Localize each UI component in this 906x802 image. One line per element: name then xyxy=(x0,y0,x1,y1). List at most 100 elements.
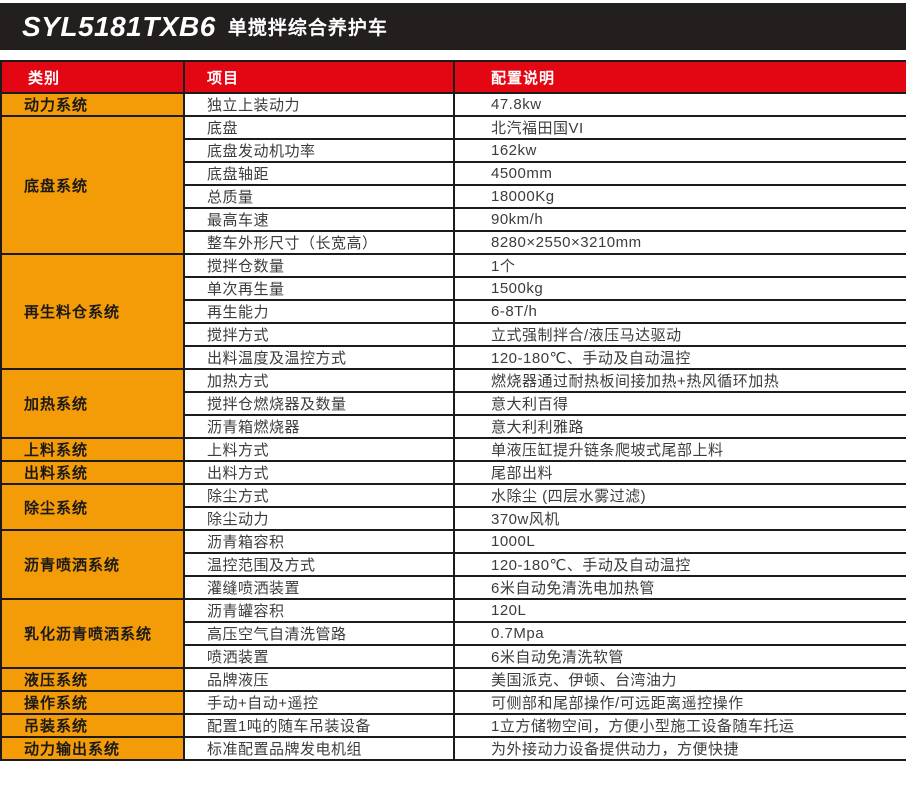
category-cell: 沥青喷洒系统 xyxy=(0,529,185,600)
table-row: 整车外形尺寸（长宽高） 8280×2550×3210mm xyxy=(1,230,906,255)
item-cell: 底盘轴距 xyxy=(183,161,455,186)
category-cell: 除尘系统 xyxy=(0,483,185,531)
table-row: 喷洒装置 6米自动免清洗软管 xyxy=(1,644,906,669)
item-cell: 沥青箱燃烧器 xyxy=(183,414,455,439)
category-cell: 出料系统 xyxy=(0,460,185,485)
spec-value-cell: 6-8T/h xyxy=(453,299,906,324)
item-cell: 加热方式 xyxy=(183,368,455,393)
table-row: 液压系统 品牌液压 美国派克、伊顿、台湾油力 xyxy=(0,667,906,692)
spec-value-cell: 162kw xyxy=(453,138,906,163)
spec-value-cell: 1000L xyxy=(453,529,906,554)
spec-value-cell: 1500kg xyxy=(453,276,906,301)
spec-value-cell: 6米自动免清洗软管 xyxy=(453,644,906,669)
table-row: 底盘系统 底盘 北汽福田国VI xyxy=(0,115,906,255)
table-row: 乳化沥青喷洒系统 沥青罐容积 120L xyxy=(0,598,906,669)
item-cell: 温控范围及方式 xyxy=(183,552,455,577)
spec-value-cell: 北汽福田国VI xyxy=(453,115,906,140)
item-cell: 独立上装动力 xyxy=(183,92,455,117)
table-row: 动力系统 独立上装动力 47.8kw xyxy=(0,92,906,117)
table-row: 出料系统 出料方式 尾部出料 xyxy=(0,460,906,485)
spec-value-cell: 立式强制拌合/液压马达驱动 xyxy=(453,322,906,347)
spec-value-cell: 120-180℃、手动及自动温控 xyxy=(453,552,906,577)
item-cell: 标准配置品牌发电机组 xyxy=(183,736,455,761)
category-cell: 底盘系统 xyxy=(0,115,185,255)
table-row: 上料系统 上料方式 单液压缸提升链条爬坡式尾部上料 xyxy=(0,437,906,462)
category-cell: 上料系统 xyxy=(0,437,185,462)
table-row: 底盘轴距 4500mm xyxy=(1,161,906,186)
spec-sheet-page: SYL5181TXB6 单搅拌综合养护车 类别 项目 配置说明 动力系统 独立上装… xyxy=(0,3,906,802)
item-cell: 高压空气自清洗管路 xyxy=(183,621,455,646)
column-header-spec: 配置说明 xyxy=(453,60,906,94)
page-title: 单搅拌综合养护车 xyxy=(227,18,388,39)
column-header-category: 类别 xyxy=(0,60,185,94)
item-cell: 上料方式 xyxy=(183,437,455,462)
model-number: SYL5181TXB6 xyxy=(22,10,216,42)
table-row: 最高车速 90km/h xyxy=(1,207,906,232)
table-row: 底盘发动机功率 162kw xyxy=(1,138,906,163)
spec-value-cell: 尾部出料 xyxy=(453,460,906,485)
table-row: 灌缝喷洒装置 6米自动免清洗电加热管 xyxy=(1,575,906,600)
spec-value-cell: 燃烧器通过耐热板间接加热+热风循环加热 xyxy=(453,368,906,393)
table-row: 操作系统 手动+自动+遥控 可侧部和尾部操作/可远距离遥控操作 xyxy=(0,690,906,715)
spec-value-cell: 47.8kw xyxy=(453,92,906,117)
spec-value-cell: 单液压缸提升链条爬坡式尾部上料 xyxy=(453,437,906,462)
spec-table: 类别 项目 配置说明 动力系统 独立上装动力 47.8kw 底盘系统 底盘 北汽福田国VI… xyxy=(0,60,906,761)
column-header-item: 项目 xyxy=(183,60,455,94)
item-cell: 沥青罐容积 xyxy=(183,598,455,623)
item-cell: 沥青箱容积 xyxy=(183,529,455,554)
spec-value-cell: 6米自动免清洗电加热管 xyxy=(453,575,906,600)
table-row: 沥青喷洒系统 沥青箱容积 1000L xyxy=(0,529,906,600)
table-row: 除尘动力 370w风机 xyxy=(1,506,906,531)
item-cell: 搅拌仓燃烧器及数量 xyxy=(183,391,455,416)
table-row: 加热系统 加热方式 燃烧器通过耐热板间接加热+热风循环加热 xyxy=(0,368,906,439)
spec-value-cell: 4500mm xyxy=(453,161,906,186)
spec-value-cell: 可侧部和尾部操作/可远距离遥控操作 xyxy=(453,690,906,715)
item-cell: 手动+自动+遥控 xyxy=(183,690,455,715)
item-cell: 总质量 xyxy=(183,184,455,209)
item-cell: 出料温度及温控方式 xyxy=(183,345,455,370)
table-row: 搅拌方式 立式强制拌合/液压马达驱动 xyxy=(1,322,906,347)
spec-value-cell: 370w风机 xyxy=(453,506,906,531)
item-cell: 底盘发动机功率 xyxy=(183,138,455,163)
spec-value-cell: 1个 xyxy=(453,253,906,278)
spec-value-cell: 120-180℃、手动及自动温控 xyxy=(453,345,906,370)
item-cell: 品牌液压 xyxy=(183,667,455,692)
category-cell: 动力系统 xyxy=(0,92,185,117)
item-cell: 出料方式 xyxy=(183,460,455,485)
item-cell: 配置1吨的随车吊装设备 xyxy=(183,713,455,738)
spec-value-cell: 水除尘 (四层水雾过滤) xyxy=(453,483,906,508)
item-cell: 最高车速 xyxy=(183,207,455,232)
table-row: 沥青箱燃烧器 意大利利雅路 xyxy=(1,414,906,439)
item-cell: 喷洒装置 xyxy=(183,644,455,669)
table-row: 吊装系统 配置1吨的随车吊装设备 1立方储物空间，方便小型施工设备随车托运 xyxy=(0,713,906,738)
table-row: 搅拌仓燃烧器及数量 意大利百得 xyxy=(1,391,906,416)
item-cell: 底盘 xyxy=(183,115,455,140)
table-header-row: 类别 项目 配置说明 xyxy=(0,60,906,94)
category-cell: 动力输出系统 xyxy=(0,736,185,761)
table-row: 温控范围及方式 120-180℃、手动及自动温控 xyxy=(1,552,906,577)
spec-value-cell: 8280×2550×3210mm xyxy=(453,230,906,255)
table-row: 再生能力 6-8T/h xyxy=(1,299,906,324)
table-row: 出料温度及温控方式 120-180℃、手动及自动温控 xyxy=(1,345,906,370)
item-cell: 搅拌仓数量 xyxy=(183,253,455,278)
table-row: 总质量 18000Kg xyxy=(1,184,906,209)
spec-value-cell: 为外接动力设备提供动力，方便快捷 xyxy=(453,736,906,761)
spec-value-cell: 意大利百得 xyxy=(453,391,906,416)
spec-value-cell: 120L xyxy=(453,598,906,623)
category-cell: 操作系统 xyxy=(0,690,185,715)
table-row: 高压空气自清洗管路 0.7Mpa xyxy=(1,621,906,646)
table-row: 再生料仓系统 搅拌仓数量 1个 xyxy=(0,253,906,370)
table-row: 动力输出系统 标准配置品牌发电机组 为外接动力设备提供动力，方便快捷 xyxy=(0,736,906,761)
spec-value-cell: 90km/h xyxy=(453,207,906,232)
spec-value-cell: 美国派克、伊顿、台湾油力 xyxy=(453,667,906,692)
table-row: 单次再生量 1500kg xyxy=(1,276,906,301)
category-cell: 吊装系统 xyxy=(0,713,185,738)
spec-value-cell: 0.7Mpa xyxy=(453,621,906,646)
item-cell: 除尘动力 xyxy=(183,506,455,531)
category-cell: 加热系统 xyxy=(0,368,185,439)
item-cell: 整车外形尺寸（长宽高） xyxy=(183,230,455,255)
category-cell: 液压系统 xyxy=(0,667,185,692)
item-cell: 灌缝喷洒装置 xyxy=(183,575,455,600)
table-row: 除尘系统 除尘方式 水除尘 (四层水雾过滤) xyxy=(0,483,906,531)
item-cell: 除尘方式 xyxy=(183,483,455,508)
